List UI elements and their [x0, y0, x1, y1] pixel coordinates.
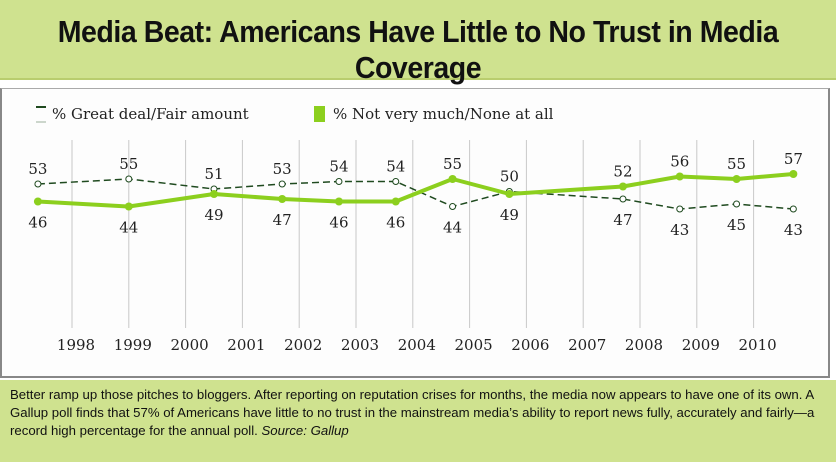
caption-source: Source: Gallup — [261, 423, 349, 438]
data-label: 44 — [443, 219, 462, 237]
data-point-great-deal — [733, 200, 741, 208]
data-point-not-very-much — [789, 170, 798, 178]
legend-label-great-deal: % Great deal/Fair amount — [52, 105, 249, 123]
data-label: 53 — [273, 160, 292, 178]
x-tick-label: 2003 — [341, 336, 379, 354]
data-label: 55 — [443, 155, 462, 173]
chart: 1998 1999 2000 2001 2002 2003 2004 2005 2006 2007… — [28, 105, 803, 354]
data-label: 57 — [784, 150, 803, 168]
data-point-great-deal — [789, 205, 797, 213]
data-point-not-very-much — [675, 172, 684, 181]
data-label: 51 — [204, 165, 223, 183]
chart-panel — [0, 88, 830, 378]
data-label: 53 — [28, 160, 47, 178]
data-point-great-deal — [34, 180, 42, 188]
data-label: 46 — [329, 214, 348, 232]
data-label: 49 — [500, 206, 519, 224]
x-tick-label: 2006 — [511, 336, 549, 354]
data-point-not-very-much — [618, 182, 627, 191]
x-tick-label: 2005 — [455, 336, 493, 354]
title-band: Media Beat: Americans Have Little to No … — [0, 0, 836, 85]
legend-swatch-not-very-much — [314, 106, 325, 122]
data-point-great-deal — [392, 178, 400, 185]
data-label: 54 — [386, 158, 405, 176]
data-point-great-deal — [619, 195, 627, 203]
data-label: 50 — [500, 168, 519, 186]
x-tick-label: 2004 — [398, 336, 436, 354]
data-label: 47 — [273, 211, 292, 229]
x-tick-label: 2002 — [284, 336, 322, 354]
data-point-not-very-much — [448, 175, 457, 183]
data-label: 46 — [386, 214, 405, 232]
data-point-not-very-much — [210, 190, 218, 198]
series-line-not-very-much — [37, 172, 794, 209]
data-label: 43 — [670, 221, 689, 239]
data-point-great-deal — [676, 205, 684, 213]
x-tick-label: 1999 — [114, 336, 152, 354]
data-point-great-deal — [449, 203, 457, 210]
data-point-not-very-much — [33, 197, 42, 206]
x-tick-label: 2008 — [625, 336, 663, 354]
x-tick-label: 2007 — [568, 336, 606, 354]
page-title: Media Beat: Americans Have Little to No … — [57, 14, 779, 85]
data-label: 54 — [329, 158, 348, 176]
data-point-not-very-much — [505, 190, 514, 198]
data-label: 47 — [613, 211, 632, 229]
data-label: 56 — [670, 153, 689, 171]
data-point-not-very-much — [334, 197, 343, 206]
x-tick-label: 2009 — [682, 336, 720, 354]
data-point-great-deal — [125, 175, 133, 183]
data-point-not-very-much — [732, 175, 741, 183]
x-tick-label: 2000 — [171, 336, 209, 354]
caption-text: Better ramp up those pitches to bloggers… — [10, 387, 815, 438]
data-point-not-very-much — [391, 197, 400, 206]
data-label: 52 — [613, 163, 632, 181]
data-label: 43 — [784, 221, 803, 239]
data-point-not-very-much — [124, 202, 133, 211]
data-point-not-very-much — [278, 195, 287, 203]
data-label: 46 — [28, 214, 47, 232]
caption: Better ramp up those pitches to bloggers… — [10, 386, 830, 440]
data-label: 45 — [727, 216, 746, 234]
data-label: 55 — [119, 155, 138, 173]
x-tick-label: 2001 — [227, 336, 265, 354]
data-label: 49 — [204, 206, 223, 224]
legend-label-not-very-much: % Not very much/None at all — [333, 105, 554, 123]
series-line-great-deal — [37, 178, 794, 210]
data-point-great-deal — [335, 178, 343, 185]
caption-band: Better ramp up those pitches to bloggers… — [0, 380, 836, 462]
data-label: 55 — [727, 155, 746, 173]
x-tick-label: 1998 — [57, 336, 95, 354]
data-label: 44 — [119, 219, 138, 237]
x-tick-label: 2010 — [739, 336, 777, 354]
data-point-great-deal — [278, 180, 286, 188]
